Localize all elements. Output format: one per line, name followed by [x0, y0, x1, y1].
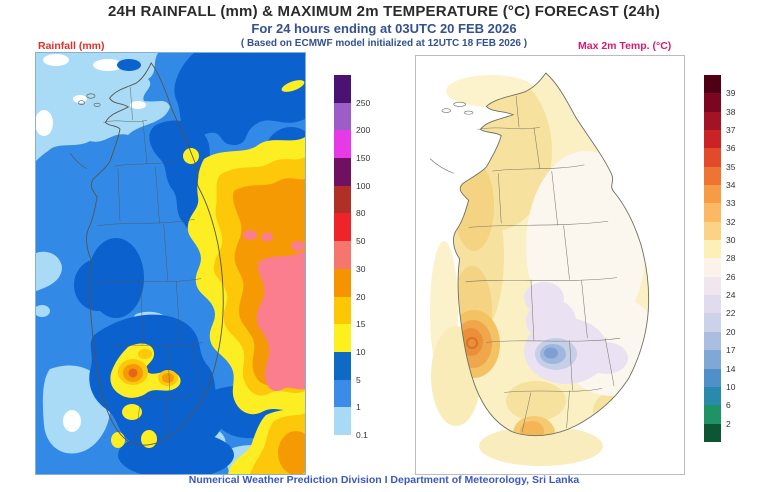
colorbar-tick-label: 20	[726, 326, 736, 337]
colorbar-segment: 5	[334, 351, 361, 385]
colorbar-tick-label: 200	[356, 125, 371, 136]
colorbar-tick-label: 14	[726, 363, 736, 374]
colorbar-segment: 26	[704, 258, 735, 282]
colorbar-segment: 32	[704, 203, 735, 227]
colorbar-tick-label: 6	[726, 400, 731, 411]
colorbar-segment: 34	[704, 166, 735, 190]
colorbar-segment: 50	[334, 213, 365, 246]
colorbar-segment: 10	[334, 324, 365, 357]
offshore-islets	[78, 94, 100, 107]
colorbar-segment: 38	[704, 93, 735, 117]
colorbar-tick-label: 33	[726, 198, 736, 209]
colorbar-segment: 0.1	[334, 407, 368, 440]
colorbar-segment: 15	[334, 296, 365, 329]
colorbar-segment: 6	[704, 386, 731, 410]
colorbar-tick-label: 35	[726, 161, 736, 172]
offshore-islets	[442, 102, 473, 114]
colorbar-tick-label: 22	[726, 308, 736, 319]
temp-hot-spot-ring	[465, 336, 479, 350]
colorbar-tick-label: 150	[356, 153, 371, 164]
colorbar-tick-label: 1	[356, 402, 361, 413]
district-boundaries	[466, 96, 620, 432]
temperature-map	[415, 55, 685, 475]
colorbar-segment: 150	[334, 130, 370, 163]
colorbar-segment: 37	[704, 111, 735, 135]
rainfall-contour-plot	[36, 53, 305, 474]
colorbar-segment: 80	[334, 185, 365, 218]
colorbar-tick-label: 17	[726, 345, 736, 356]
adams-bridge-spit	[70, 153, 87, 168]
colorbar-tick-label: 32	[726, 216, 736, 227]
colorbar-tick-label: 15	[356, 319, 366, 330]
page-title: 24H RAINFALL (mm) & MAXIMUM 2m TEMPERATU…	[107, 3, 661, 20]
colorbar-segment: 30	[704, 221, 735, 245]
colorbar-tick-label: 2	[726, 418, 731, 429]
colorbar-segment: 33	[704, 185, 735, 208]
colorbar-segment	[704, 423, 721, 442]
colorbar-segment: 100	[334, 158, 370, 191]
colorbar-segment: 1	[334, 379, 361, 412]
temperature-panel-label: Max 2m Temp. (°C)	[578, 40, 672, 52]
colorbar-segment: 22	[704, 295, 735, 318]
coastline-and-districts-left	[70, 63, 223, 445]
colorbar-segment: 36	[704, 130, 735, 153]
colorbar-segment: 20	[334, 268, 365, 302]
colorbar-tick-label: 250	[356, 97, 371, 108]
colorbar-tick-label: 37	[726, 125, 736, 136]
temp-south-warm-core	[520, 421, 544, 436]
colorbar-tick-label: 20	[356, 291, 366, 302]
colorbar-tick-label: 36	[726, 143, 736, 154]
colorbar-segment: 17	[704, 331, 735, 355]
colorbar-segment: 30	[334, 241, 365, 274]
colorbar-tick-label: 10	[356, 346, 366, 357]
temperature-contour-plot	[416, 56, 684, 474]
colorbar-segment: 20	[704, 313, 735, 337]
footer-credit: Numerical Weather Prediction Division I …	[188, 474, 580, 486]
colorbar-tick-label: 30	[356, 263, 366, 274]
colorbar-segment: 35	[704, 148, 735, 172]
colorbar-tick-label: 50	[356, 236, 366, 247]
model-init-note: ( Based on ECMWF model initialized at 12…	[240, 38, 528, 49]
colorbar-tick-label: 26	[726, 271, 736, 282]
valid-time-subtitle: For 24 hours ending at 03UTC 20 FEB 2026	[251, 21, 517, 36]
colorbar-tick-label: 80	[356, 208, 366, 219]
colorbar-tick-label: 39	[726, 88, 736, 99]
coastline-and-districts-right	[430, 73, 649, 436]
rain-local-max-spot	[128, 368, 138, 378]
colorbar-segment: 28	[704, 240, 735, 263]
colorbar-tick-label: 5	[356, 374, 361, 385]
colorbar-tick-label: 38	[726, 106, 736, 117]
colorbar-segment: 24	[704, 276, 735, 300]
adams-bridge-spit	[430, 159, 454, 174]
rain-30-50mm-region	[243, 230, 305, 392]
colorbar-tick-label: 30	[726, 235, 736, 246]
colorbar-segment: 39	[704, 75, 735, 98]
colorbar-segment: 2	[704, 405, 731, 429]
rainfall-panel-label: Rainfall (mm)	[38, 40, 105, 52]
colorbar-segment: 14	[704, 350, 735, 374]
temperature-colorbar: 39 38 37 36 35 34 33 32 30 28 26 24 22 20 17 14 10 6 2	[704, 75, 735, 442]
colorbar-segment: 10	[704, 368, 735, 392]
sri-lanka-coastline	[453, 73, 648, 436]
colorbar-tick-label: 0.1	[356, 429, 368, 440]
sri-lanka-coastline	[87, 63, 224, 445]
colorbar-tick-label: 34	[726, 180, 736, 191]
district-boundaries	[95, 87, 203, 441]
temp-cool-spot-core	[544, 347, 558, 359]
colorbar-tick-label: 24	[726, 290, 736, 301]
colorbar-tick-label: 10	[726, 381, 736, 392]
colorbar-tick-label: 28	[726, 253, 736, 264]
colorbar-segment: 200	[334, 102, 370, 135]
colorbar-segment: 250	[334, 75, 370, 108]
colorbar-tick-label: 100	[356, 180, 371, 191]
rainfall-colorbar: 250 200 150 100 80 50 30 20 15 10 5 1 0.1	[334, 75, 370, 440]
rainfall-map	[35, 52, 306, 475]
